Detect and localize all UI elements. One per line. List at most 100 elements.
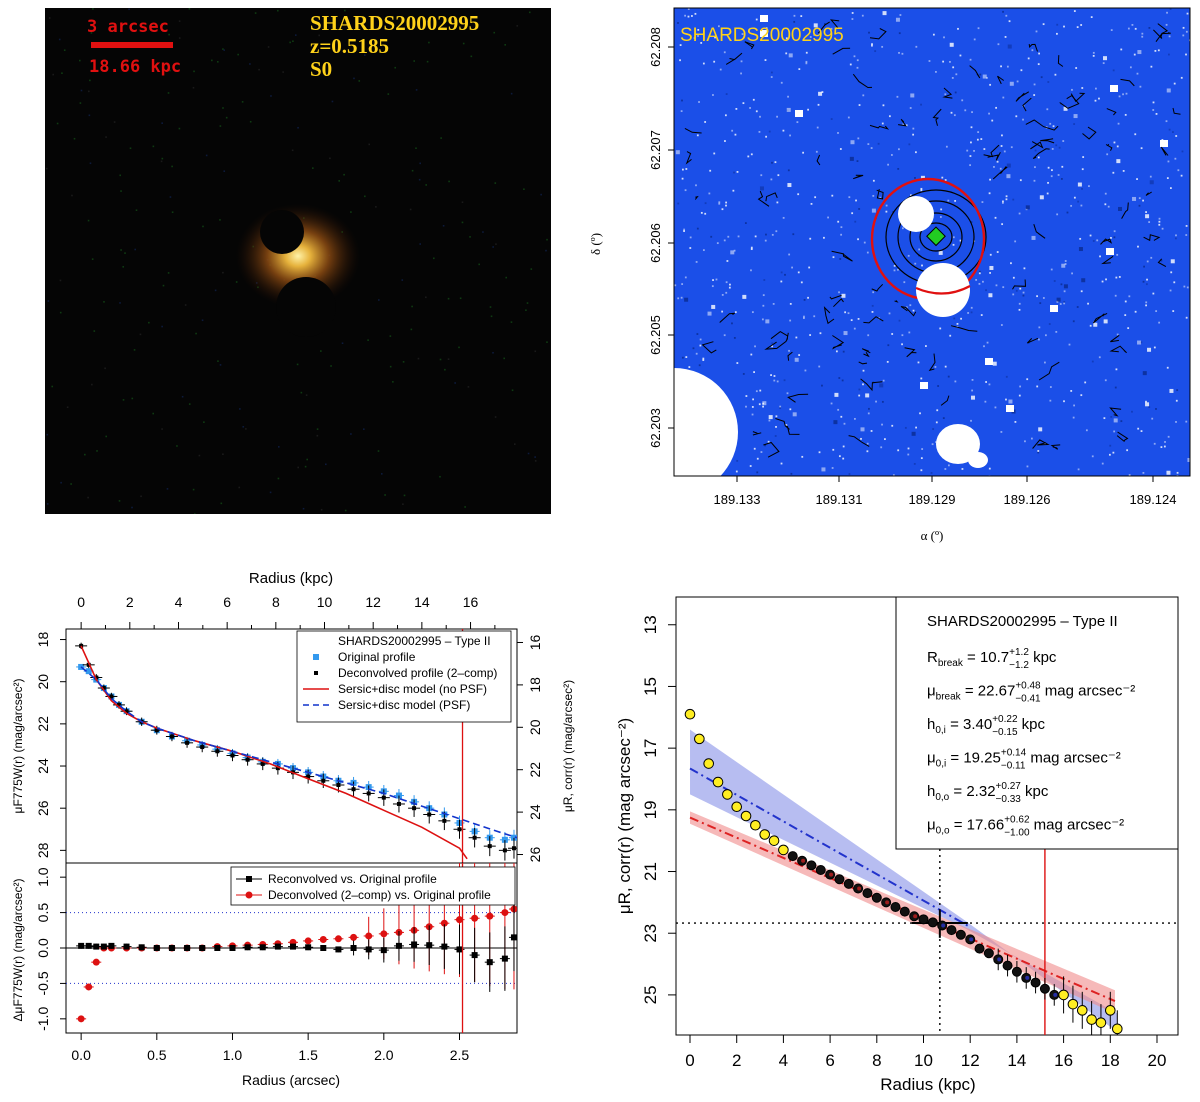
noise-contour — [1038, 361, 1060, 381]
speck — [1141, 32, 1144, 35]
speck — [695, 184, 697, 187]
speck — [934, 366, 937, 368]
speck — [1143, 265, 1145, 268]
noise-pixel — [447, 358, 450, 361]
legend-entry-nopsf: Sersic+disc model (no PSF) — [338, 682, 487, 696]
speck — [999, 167, 1002, 170]
speck — [768, 415, 773, 420]
noise-pixel — [364, 195, 366, 198]
speck — [912, 133, 915, 136]
speck — [885, 204, 888, 207]
speck — [725, 93, 728, 95]
speck — [838, 291, 840, 294]
speck — [1073, 123, 1076, 125]
speck — [1000, 65, 1002, 68]
legend-value: = 17.66 — [950, 817, 1005, 834]
profile-residual-panel: 0.0 0.5 1.0 1.5 2.0 2.5 1.0 0.5 0.0 -0.5 -1.0 Rad… — [11, 862, 518, 1088]
noise-pixel — [493, 31, 496, 34]
speck — [704, 202, 707, 205]
speck — [1168, 128, 1171, 131]
noise-pixel — [489, 306, 492, 308]
deconv-residual-point — [85, 983, 93, 991]
speck — [710, 235, 713, 238]
speck — [1138, 197, 1141, 200]
speck — [920, 377, 923, 380]
speck — [896, 95, 899, 98]
noise-pixel — [294, 34, 297, 36]
speck — [771, 345, 774, 348]
noise-pixel — [223, 170, 226, 172]
noise-contour — [757, 190, 770, 207]
speck — [821, 91, 824, 93]
residual-legend: Reconvolved vs. Original profile Deconvo… — [230, 866, 516, 906]
speck — [1084, 381, 1087, 384]
reconv-residual-point — [214, 945, 221, 951]
noise-contour — [876, 188, 884, 200]
noise-pixel — [316, 434, 319, 437]
noise-pixel — [419, 162, 422, 165]
deconv-residual-point — [380, 930, 388, 938]
speck — [867, 143, 870, 146]
speck — [800, 15, 803, 17]
speck — [943, 36, 945, 39]
speck — [1166, 11, 1168, 14]
deconvolved-point — [215, 749, 220, 754]
left-tick-label: 28 — [35, 842, 51, 858]
noise-pixel — [442, 224, 445, 227]
noise-pixel — [402, 361, 405, 363]
speck — [1112, 171, 1115, 174]
speck — [1185, 30, 1188, 33]
speck — [713, 60, 716, 63]
speck — [855, 199, 857, 202]
speck — [704, 212, 707, 215]
speck — [1185, 316, 1188, 319]
speck — [1071, 88, 1073, 91]
noise-pixel — [417, 357, 420, 360]
speck — [708, 192, 711, 195]
noise-pixel — [426, 60, 429, 63]
speck-blob — [795, 110, 803, 117]
speck — [1172, 131, 1174, 133]
speck — [792, 412, 797, 417]
speck — [851, 18, 854, 20]
speck — [724, 114, 727, 117]
noise-pixel — [46, 503, 49, 505]
speck — [774, 161, 777, 164]
speck — [1170, 259, 1175, 264]
noise-contour — [940, 395, 950, 406]
speck — [777, 174, 780, 177]
residual-y-tick-label: 0.5 — [35, 903, 51, 923]
noise-pixel — [297, 126, 299, 129]
speck — [712, 94, 714, 96]
legend-row-5: μ0,o = 17.66+0.62 mag arcsec⁻² — [927, 815, 1124, 837]
fitted-point — [1011, 966, 1022, 977]
speck — [850, 140, 855, 145]
speck — [797, 193, 800, 196]
speck — [870, 147, 873, 149]
speck — [750, 153, 753, 156]
speck — [684, 189, 687, 192]
noise-pixel — [129, 147, 132, 150]
excluded-point — [740, 810, 752, 822]
noise-pixel — [445, 20, 448, 23]
speck — [871, 304, 874, 307]
speck — [1077, 182, 1082, 187]
speck — [758, 403, 761, 406]
noise-pixel — [444, 368, 446, 371]
deconvolved-point — [412, 806, 417, 811]
speck — [1126, 449, 1129, 452]
noise-contour — [763, 441, 780, 458]
noise-contour — [869, 28, 887, 40]
top-axis-label: Radius (kpc) — [249, 570, 333, 587]
noise-pixel — [425, 184, 427, 186]
noise-contour — [1025, 119, 1059, 131]
speck — [1113, 141, 1116, 144]
speck — [1131, 410, 1133, 413]
speck — [969, 58, 972, 61]
speck — [786, 107, 791, 112]
speck — [1018, 212, 1021, 215]
speck — [1173, 82, 1176, 85]
speck — [1034, 149, 1037, 152]
corrected-y-tick-label: 13 — [641, 615, 660, 634]
noise-pixel — [152, 145, 155, 148]
